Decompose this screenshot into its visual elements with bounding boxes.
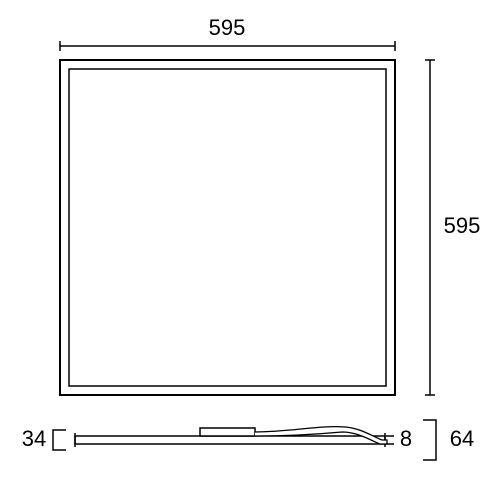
panel-inner-frame bbox=[69, 69, 386, 386]
dim-top-label: 595 bbox=[209, 15, 246, 40]
dim-right-595: 595 bbox=[425, 60, 480, 395]
dim-thickness-8: 8 bbox=[386, 426, 412, 451]
dim-left-34: 34 bbox=[22, 426, 66, 451]
technical-drawing: 595 595 34 8 64 bbox=[0, 0, 500, 500]
dim-right-64: 64 bbox=[423, 420, 474, 460]
driver-box bbox=[200, 428, 255, 436]
dim-34-label: 34 bbox=[22, 426, 46, 451]
dim-right-label: 595 bbox=[444, 213, 481, 238]
dim-top-595: 595 bbox=[60, 15, 395, 51]
dim-64-label: 64 bbox=[450, 426, 474, 451]
dim-8-label: 8 bbox=[400, 426, 412, 451]
